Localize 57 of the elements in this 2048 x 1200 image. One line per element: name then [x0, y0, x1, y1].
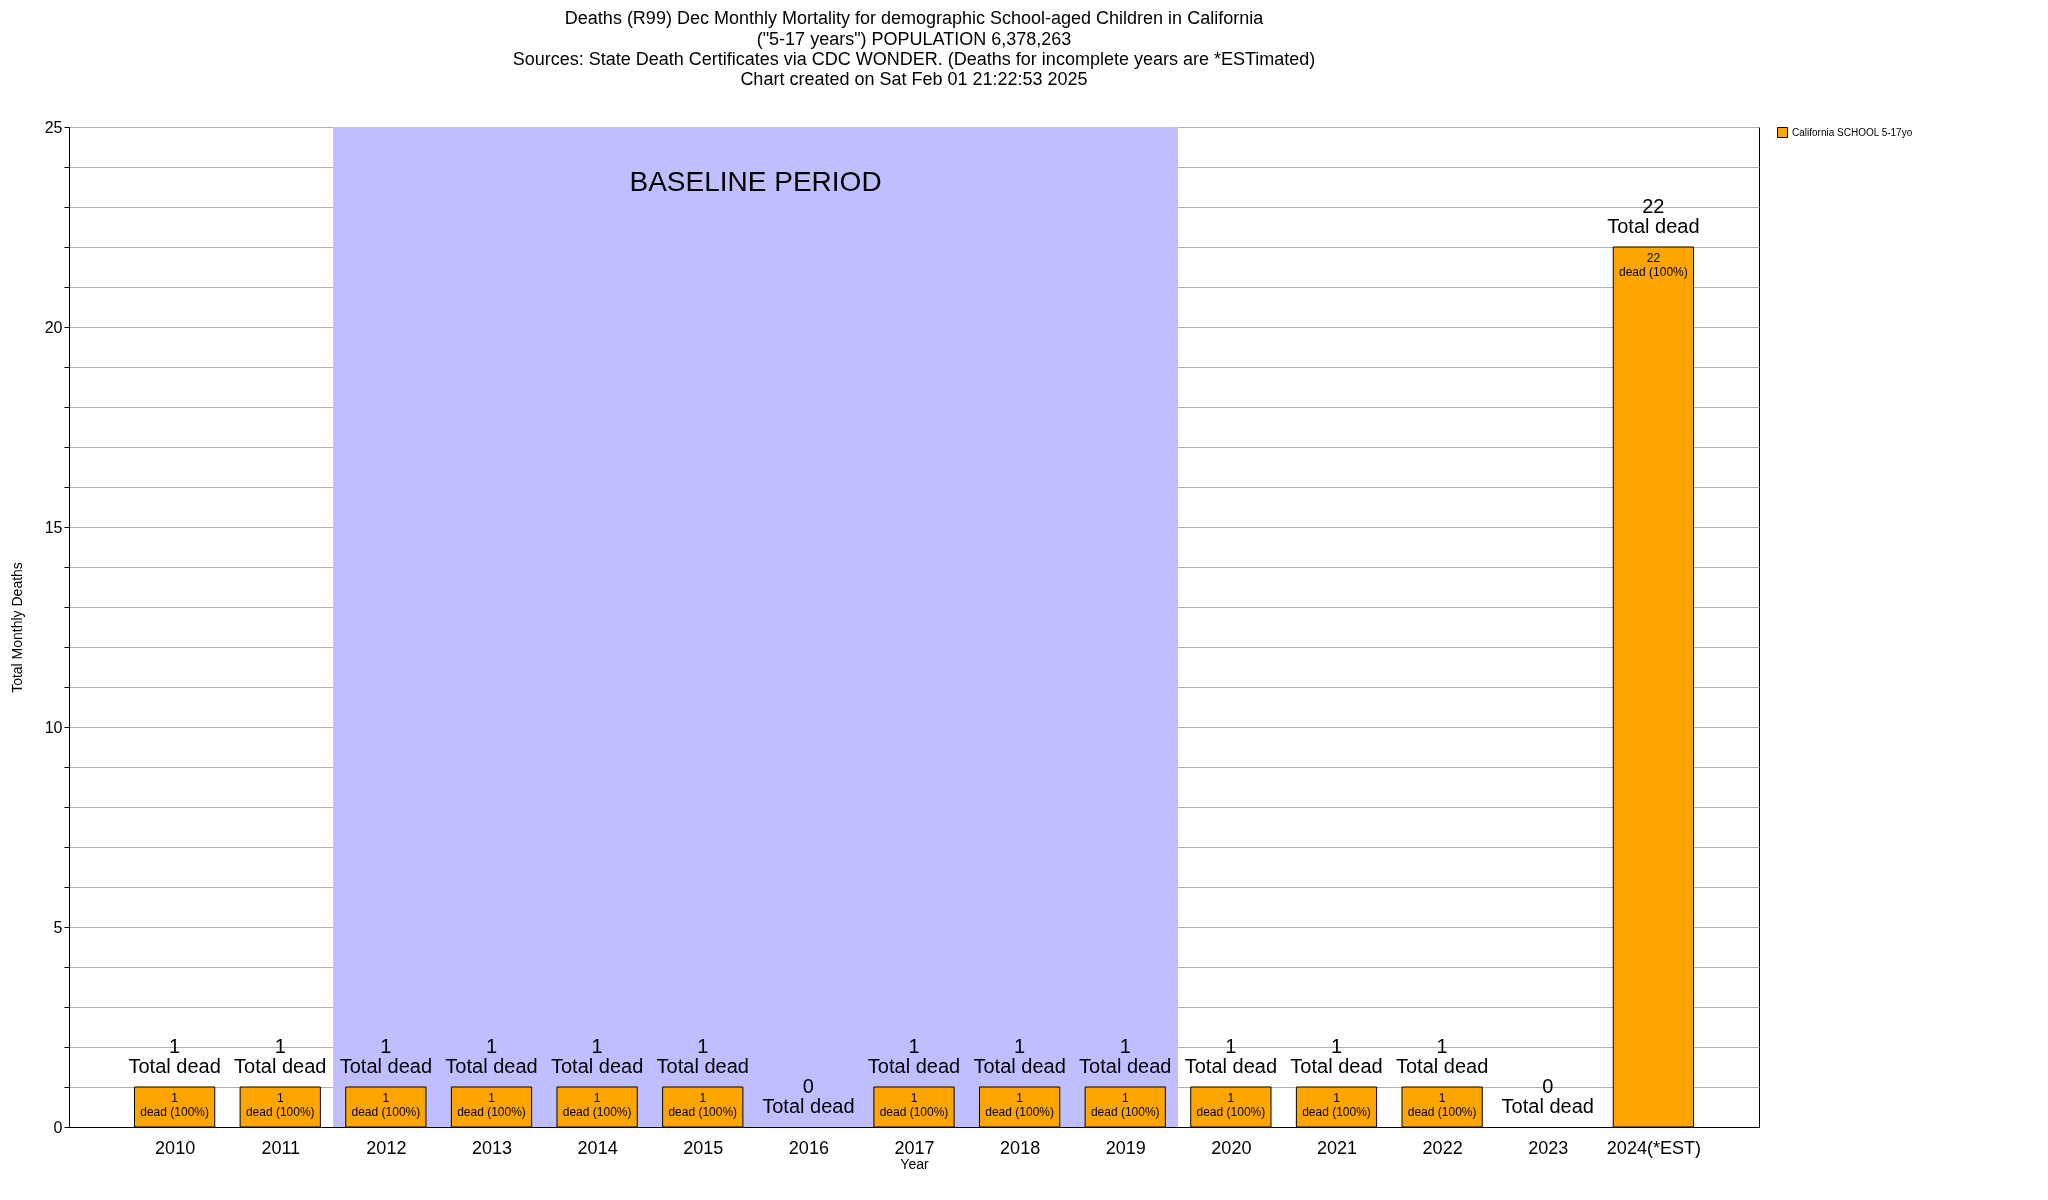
text: 1 Total dead [1395, 1035, 1489, 1077]
annotation: 1 dead (100%) [879, 1091, 949, 1119]
annotation: 1 dead (100%) [1407, 1091, 1477, 1119]
annotation: 1 dead (100%) [245, 1091, 315, 1119]
annotation: 1 dead (100%) [351, 1091, 421, 1119]
band-label: BASELINE PERIOD [629, 166, 882, 197]
text: 1 Total dead [550, 1035, 644, 1077]
annotation: 1 dead (100%) [140, 1091, 209, 1119]
annotation: 1 dead (100%) [457, 1091, 526, 1119]
x-tick-label: 2010 [155, 1137, 196, 1158]
annotation: 1 dead (100%) [668, 1091, 738, 1119]
text: 1 Total dead [128, 1035, 221, 1077]
x-tick-label: 2017 [894, 1137, 935, 1158]
x-tick-label: 2016 [788, 1137, 829, 1158]
annotation: 22 dead (100%) [1619, 251, 1688, 279]
text: 1 Total dead [1184, 1035, 1278, 1077]
y-tick-label: 20 [44, 318, 63, 336]
y-tick-label: 15 [44, 518, 63, 536]
x-tick-label: 2021 [1316, 1137, 1358, 1158]
legend-label: California SCHOOL 5-17yo [1792, 126, 1913, 138]
chart-title: Deaths (R99) Dec Monthly Mortality for demographic School-aged Children in California [564, 8, 1265, 28]
x-tick-label: 2019 [1105, 1137, 1146, 1158]
text: 0 Total dead [1501, 1075, 1594, 1117]
x-tick-label: 2022 [1422, 1137, 1463, 1158]
text: 1 Total dead [1079, 1035, 1172, 1077]
text: Chart created on Sat Feb 01 21:22:53 2025 [740, 69, 1088, 89]
x-tick-label: 2013 [471, 1137, 513, 1158]
y-tick-label: 5 [53, 918, 63, 936]
annotation: 1 dead (100%) [1090, 1091, 1160, 1119]
y-axis-title: Total Monthly Deaths [8, 562, 25, 693]
annotation: 1 dead (100%) [1196, 1091, 1266, 1119]
x-axis-title: Year [900, 1155, 929, 1172]
x-tick-label: 2024(*EST) [1606, 1137, 1701, 1158]
text: 22 Total dead [1607, 195, 1700, 237]
annotation: 1 dead (100%) [985, 1091, 1054, 1119]
y-tick-label: 10 [44, 718, 63, 736]
x-tick-label: 2020 [1211, 1137, 1252, 1158]
x-tick-label: 2015 [683, 1137, 724, 1158]
x-tick-label: 2012 [366, 1137, 407, 1158]
annotation: 1 dead (100%) [1302, 1091, 1371, 1119]
text: 1 Total dead [656, 1035, 749, 1077]
x-tick-label: 2023 [1528, 1137, 1569, 1158]
text: 0 Total dead [762, 1075, 855, 1117]
text: 1 Total dead [1290, 1035, 1383, 1077]
annotation: 1 dead (100%) [562, 1091, 632, 1119]
x-tick-label: 2014 [577, 1137, 618, 1158]
text: 1 Total dead [234, 1035, 327, 1077]
y-tick-label: 0 [53, 1118, 63, 1136]
source-note: Sources: State Death Certificates via CDC WONDER. (Deaths for incomplete years are *ESTimated) [512, 49, 1316, 69]
text: 1 Total dead [867, 1035, 961, 1077]
x-tick-label: 2018 [1000, 1137, 1041, 1158]
y-tick-label: 25 [44, 118, 63, 136]
x-tick-label: 2011 [261, 1137, 301, 1158]
text: 1 Total dead [973, 1035, 1066, 1077]
text: 1 Total dead [339, 1035, 433, 1077]
text: 1 Total dead [445, 1035, 538, 1077]
chart-subtitle: ("5-17 years") POPULATION 6,378,263 [756, 29, 1072, 49]
